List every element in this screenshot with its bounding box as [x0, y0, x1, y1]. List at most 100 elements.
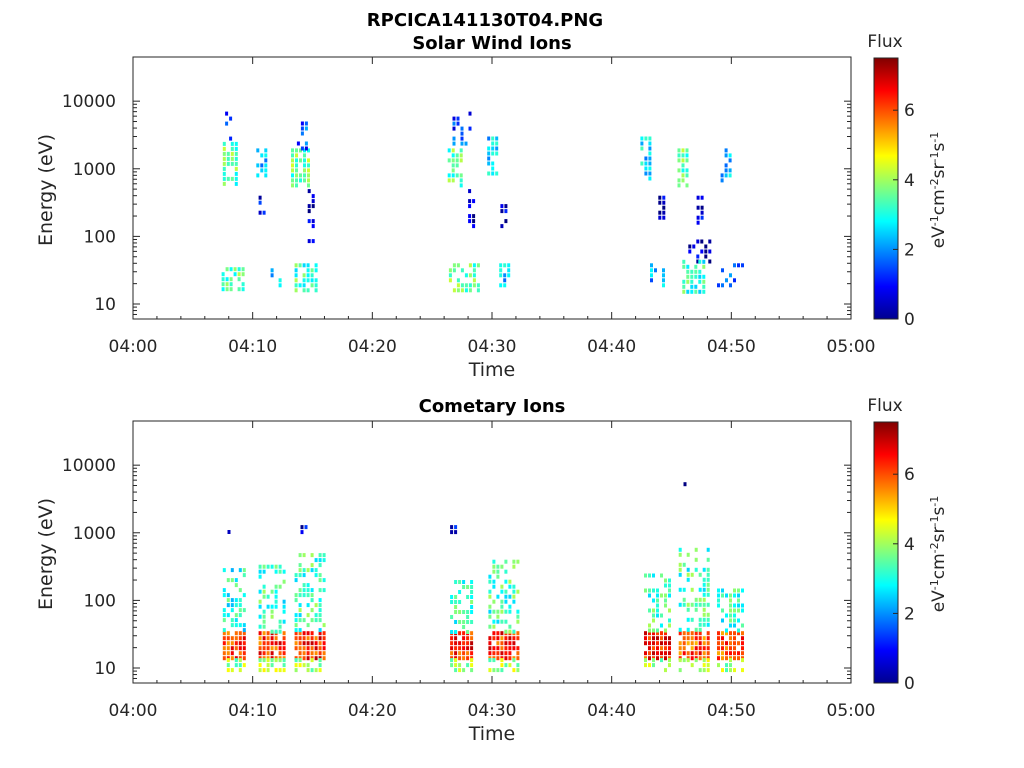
heatmap-cell — [274, 629, 278, 634]
heatmap-cell — [302, 656, 306, 661]
heatmap-cell — [459, 173, 463, 178]
heatmap-cell — [278, 569, 282, 574]
heatmap-cell — [298, 603, 302, 608]
heatmap-cell — [729, 603, 732, 608]
heatmap-cell — [678, 627, 682, 632]
heatmap-cell — [299, 178, 302, 183]
heatmap-cell — [459, 183, 463, 188]
heatmap-cell — [662, 278, 665, 283]
heatmap-cell — [648, 161, 652, 166]
heatmap-cell — [306, 273, 310, 278]
heatmap-cell — [694, 557, 698, 562]
heatmap-cell — [282, 636, 286, 641]
heatmap-cell — [644, 651, 647, 656]
heatmap-cell — [274, 604, 278, 609]
heatmap-cell — [234, 658, 238, 663]
colorbar-cometary — [873, 421, 899, 684]
heatmap-cell — [291, 163, 294, 168]
heatmap-cell — [294, 658, 298, 663]
heatmap-cell — [664, 603, 667, 608]
heatmap-cell — [737, 641, 740, 646]
heatmap-cell — [306, 568, 310, 573]
heatmap-cell — [222, 636, 226, 641]
heatmap-cell — [721, 608, 724, 613]
heatmap-cell — [495, 136, 499, 141]
heatmap-cell — [226, 593, 230, 598]
heatmap-cell — [696, 239, 700, 244]
heatmap-cell — [662, 283, 665, 288]
heatmap-cell — [741, 588, 744, 593]
heatmap-cell — [664, 631, 667, 636]
heatmap-cell — [678, 602, 682, 607]
heatmap-cell — [500, 636, 504, 641]
heatmap-cell — [238, 603, 242, 608]
heatmap-cell — [698, 279, 702, 284]
heatmap-cell — [640, 161, 644, 166]
x-tick-label: 04:50 — [707, 701, 756, 721]
heatmap-cell — [266, 636, 270, 641]
heatmap-cell — [262, 658, 266, 663]
heatmap-cell — [504, 646, 508, 651]
heatmap-cell — [503, 273, 507, 278]
heatmap-cell — [310, 588, 314, 593]
heatmap-cell — [314, 263, 318, 268]
heatmap-cell — [500, 651, 504, 656]
heatmap-cell — [451, 173, 455, 178]
heatmap-cell — [298, 651, 302, 656]
x-axis-label-solar-wind: Time — [468, 359, 516, 381]
heatmap-cell — [648, 641, 651, 646]
heatmap-cell — [306, 668, 310, 673]
heatmap-cell — [295, 163, 298, 168]
heatmap-cell — [717, 598, 720, 603]
heatmap-cell — [495, 171, 499, 176]
colorbar-ticks-solar-wind: 0 2 4 6 — [893, 101, 915, 330]
heatmap-cell — [222, 146, 226, 151]
heatmap-cell — [238, 568, 242, 573]
heatmap-cell — [686, 641, 690, 646]
heatmap-cell — [282, 663, 286, 668]
y-tick-label: 100 — [84, 227, 116, 247]
heatmap-cell — [668, 646, 671, 651]
heatmap-cell — [702, 264, 706, 269]
heatmap-cell — [500, 641, 504, 646]
heatmap-cell — [307, 158, 310, 163]
heatmap-cell — [314, 641, 318, 646]
colorbar-ticks-cometary: 0 2 4 6 — [893, 465, 915, 694]
heatmap-cell — [694, 547, 698, 552]
heatmap-cell — [488, 646, 492, 651]
heatmap-cell — [300, 121, 304, 126]
heatmap-cell — [741, 651, 744, 656]
heatmap-cell — [318, 651, 322, 656]
heatmap-cell — [226, 151, 230, 156]
heatmap-cell — [656, 588, 659, 593]
heatmap-cell — [644, 658, 647, 663]
heatmap-cell — [706, 547, 710, 552]
heatmap-cell — [294, 613, 298, 618]
heatmap-cell — [291, 148, 294, 153]
heatmap-cell — [460, 141, 464, 146]
heatmap-cell — [238, 613, 242, 618]
heatmap-cell — [266, 631, 270, 636]
heatmap-cell — [508, 604, 512, 609]
heatmap-cell — [462, 585, 466, 589]
heatmap-cell — [733, 278, 736, 283]
heatmap-cell — [226, 156, 230, 161]
heatmap-cell — [230, 668, 234, 673]
heatmap-cell — [274, 569, 278, 574]
heatmap-cell — [291, 153, 294, 158]
heatmap-cell — [306, 646, 310, 651]
heatmap-cell — [508, 656, 512, 661]
heatmap-cell — [306, 263, 310, 268]
heatmap-cell — [717, 593, 720, 598]
heatmap-cell — [274, 646, 278, 651]
heatmap-cell — [229, 282, 233, 287]
heatmap-cell — [298, 613, 302, 618]
x-tick-label: 04:50 — [707, 337, 756, 357]
heatmap-cell — [682, 658, 686, 663]
heatmap-cell — [306, 288, 310, 293]
heatmap-cell — [681, 168, 685, 173]
heatmap-cell — [488, 658, 492, 663]
heatmap-cell — [230, 568, 234, 573]
heatmap-cell — [451, 163, 455, 168]
heatmap-cell — [230, 656, 234, 661]
